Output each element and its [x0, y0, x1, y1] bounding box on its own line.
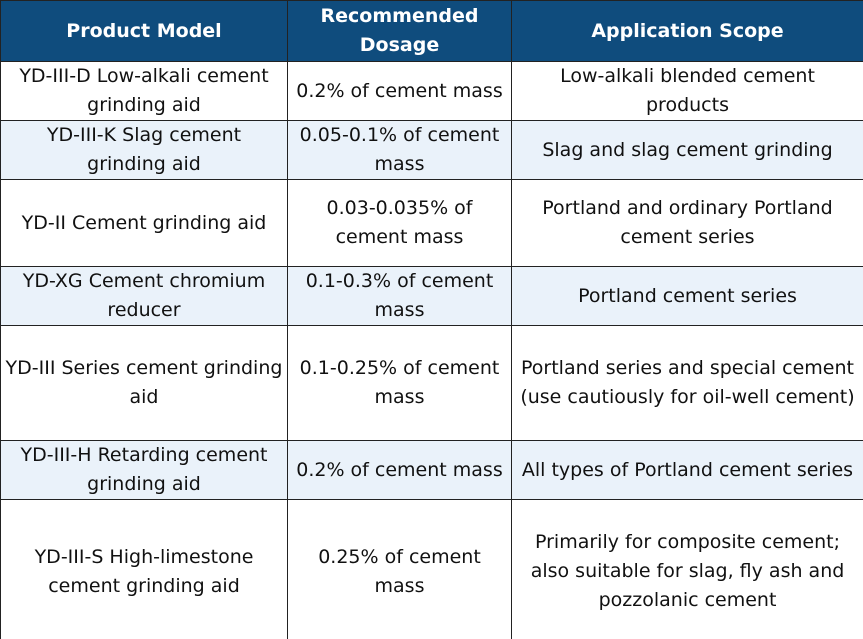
table-cell: YD-XG Cement chromium reducer [0, 266, 288, 326]
header-cell: Product Model [0, 0, 288, 62]
table-row: YD-III-K Slag cement grinding aid 0.05-0.… [0, 120, 863, 180]
table-cell: Portland and ordinary Portland cement se… [511, 179, 863, 267]
table-cell: 0.1-0.25% of cement mass [287, 325, 512, 441]
table-cell: YD-III-D Low-alkali cement grinding aid [0, 61, 288, 121]
table-cell: 0.2% of cement mass [287, 61, 512, 121]
table-cell: YD-II Cement grinding aid [0, 179, 288, 267]
table-row: YD-III-S High-limestone cement grinding … [0, 499, 863, 639]
table-cell: 0.03-0.035% of cement mass [287, 179, 512, 267]
table-row: YD-XG Cement chromium reducer 0.1-0.3% of… [0, 266, 863, 326]
table-cell: YD-III-S High-limestone cement grinding … [0, 499, 288, 639]
table-cell: Low-alkali blended cement products [511, 61, 863, 121]
table-cell: Primarily for composite cement; also sui… [511, 499, 863, 639]
header-cell: Application Scope [511, 0, 863, 62]
header-cell: Recommended Dosage [287, 0, 512, 62]
table-cell: 0.2% of cement mass [287, 440, 512, 500]
table-cell: YD-III-K Slag cement grinding aid [0, 120, 288, 180]
table-cell: YD-III Series cement grinding aid [0, 325, 288, 441]
table-cell: 0.05-0.1% of cement mass [287, 120, 512, 180]
table-cell: Slag and slag cement grinding [511, 120, 863, 180]
table-cell: Portland cement series [511, 266, 863, 326]
table-cell: 0.25% of cement mass [287, 499, 512, 639]
table-row: YD-III-H Retarding cement grinding aid 0.… [0, 440, 863, 500]
table-row: YD-III-D Low-alkali cement grinding aid 0… [0, 61, 863, 121]
table-cell: YD-III-H Retarding cement grinding aid [0, 440, 288, 500]
table-cell: 0.1-0.3% of cement mass [287, 266, 512, 326]
table-cell: Portland series and special cement (use … [511, 325, 863, 441]
table-row: YD-III Series cement grinding aid 0.1-0.2… [0, 325, 863, 441]
table-row: YD-II Cement grinding aid 0.03-0.035% of … [0, 179, 863, 267]
header-row: Product Model Recommended Dosage Applicati… [0, 0, 863, 62]
table-cell: All types of Portland cement series [511, 440, 863, 500]
